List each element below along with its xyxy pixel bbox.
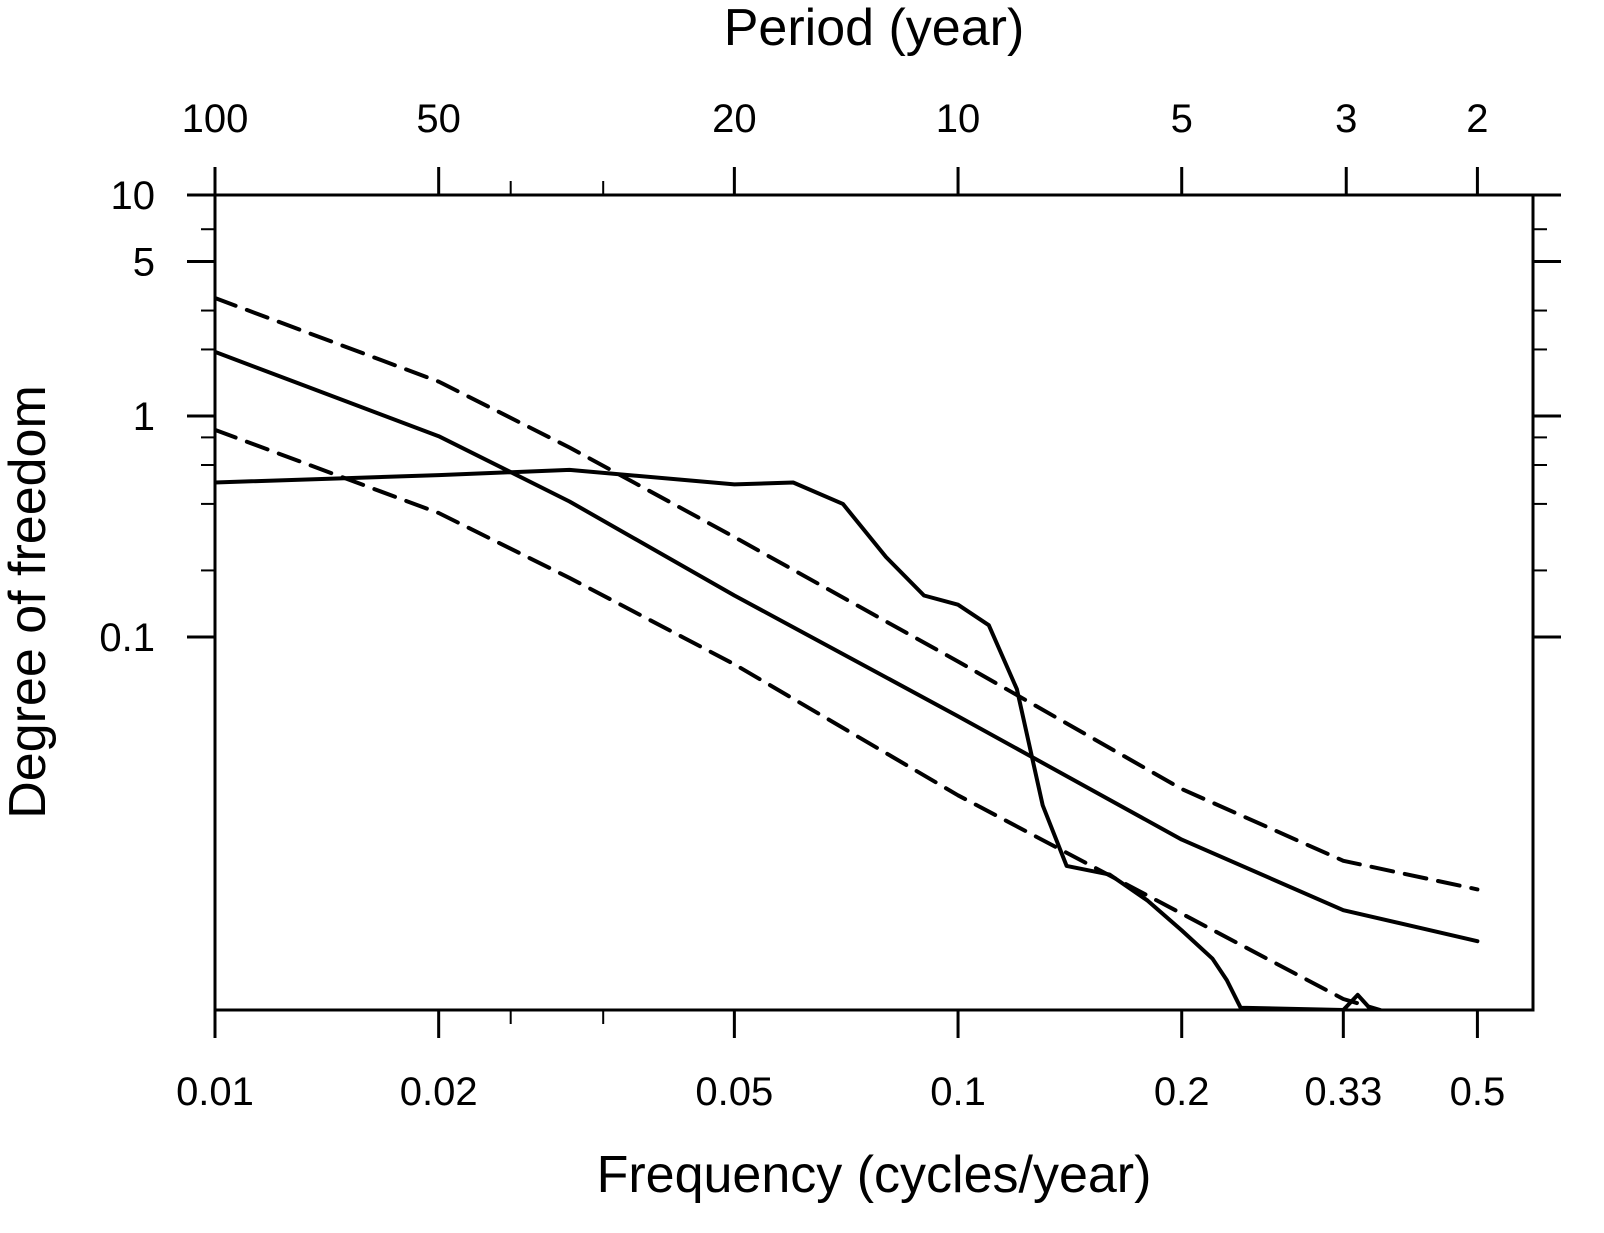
x-tick-label: 0.33 <box>1304 1070 1382 1114</box>
x-tick-label: 0.01 <box>176 1070 254 1114</box>
x-tick-label: 0.1 <box>930 1070 986 1114</box>
ticks-layer <box>187 167 1561 1038</box>
series-layer <box>215 296 1480 1010</box>
series-line-2 <box>215 349 1480 944</box>
x2-tick-label: 5 <box>1171 97 1193 141</box>
x-tick-label: 0.05 <box>695 1070 773 1114</box>
x-axis-title: Frequency (cycles/year) <box>597 1146 1152 1204</box>
y-tick-label: 5 <box>133 241 155 285</box>
labels-layer: 0.01 0.02 0.05 0.1 0.2 0.33 0.5 100 50 20 10 5 3 2 10 5… <box>99 97 1505 1114</box>
x-tick-label: 0.5 <box>1450 1070 1506 1114</box>
x2-tick-label: 10 <box>936 97 981 141</box>
x2-tick-label: 100 <box>182 97 249 141</box>
series-line-4 <box>215 427 1383 1010</box>
x2-tick-label: 20 <box>712 97 757 141</box>
series-line-1 <box>215 467 1374 1010</box>
x2-tick-label: 2 <box>1466 97 1488 141</box>
plot-frame <box>213 193 1535 1012</box>
y-tick-label: 1 <box>133 395 155 439</box>
series-line-3 <box>215 296 1480 892</box>
x2-tick-label: 50 <box>416 97 461 141</box>
y-tick-label: 0.1 <box>99 616 155 660</box>
x2-tick-label: 3 <box>1335 97 1357 141</box>
x-tick-label: 0.02 <box>400 1070 478 1114</box>
y-tick-label: 10 <box>111 174 156 218</box>
x2-axis-title: Period (year) <box>724 0 1025 57</box>
y-axis-title: Degree of freedom <box>0 385 57 819</box>
x-tick-label: 0.2 <box>1154 1070 1210 1114</box>
